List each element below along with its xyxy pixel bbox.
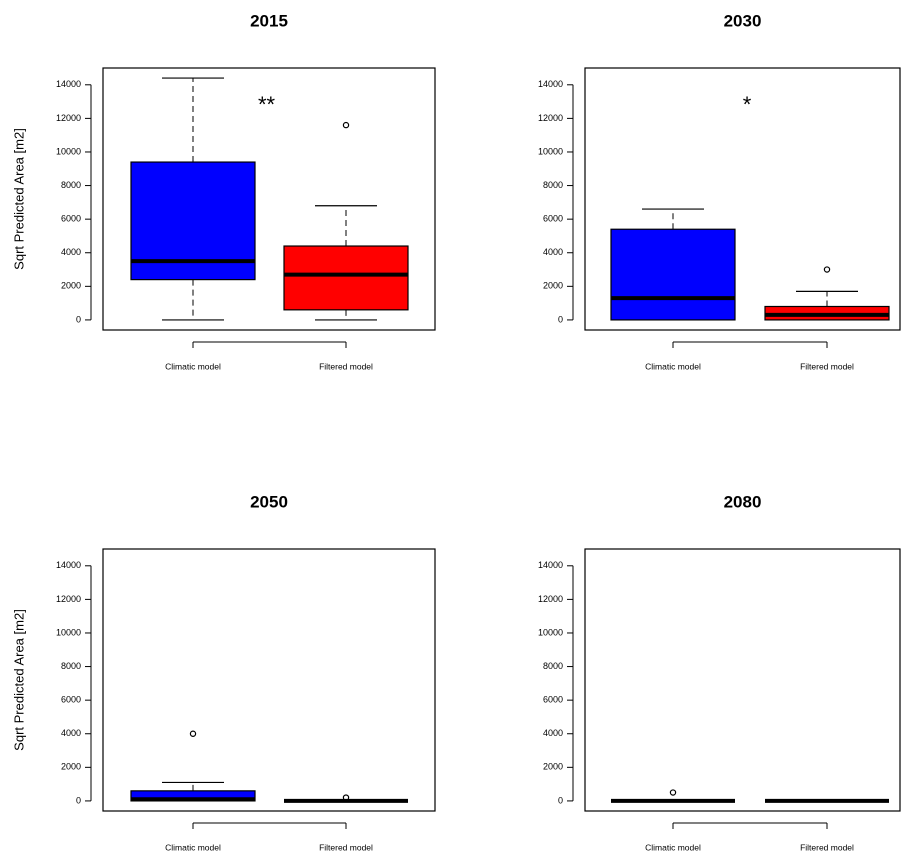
y-tick-label: 6000 [543,695,563,705]
y-axis-label: Sqrt Predicted Area [m2] [11,128,26,270]
y-tick-label: 2000 [61,281,81,291]
x-tick-label: Filtered model [319,842,373,852]
y-tick-label: 4000 [61,247,81,257]
plot-frame [102,548,436,812]
plot-frame [102,67,436,331]
significance: * [743,92,752,117]
y-tick-label: 0 [558,795,563,805]
y-tick-label: 2000 [61,762,81,772]
y-tick-label: 12000 [538,113,563,123]
y-tick-label: 10000 [56,146,81,156]
outlier [342,121,350,129]
plot-frame [584,67,901,331]
y-tick-label: 14000 [538,560,563,570]
y-tick-label: 10000 [538,627,563,637]
y-tick-label: 8000 [61,661,81,671]
y-axis-label: Sqrt Predicted Area [m2] [11,609,26,751]
panel-title: 2015 [250,11,288,30]
panel-title: 2050 [250,492,288,511]
x-tick-label: Climatic model [645,361,701,371]
y-tick-label: 10000 [538,146,563,156]
y-tick-label: 0 [76,795,81,805]
x-tick-label: Filtered model [319,361,373,371]
y-tick-label: 12000 [56,594,81,604]
y-tick-label: 14000 [538,79,563,89]
significance: ** [258,92,276,117]
y-tick-label: 8000 [543,180,563,190]
x-tick-label: Climatic model [645,842,701,852]
outlier [823,266,831,273]
y-tick-label: 8000 [61,180,81,190]
box [610,228,736,321]
y-tick-label: 4000 [543,247,563,257]
y-tick-label: 4000 [543,728,563,738]
panel-title: 2030 [724,11,762,30]
y-tick-label: 0 [76,314,81,324]
y-tick-label: 12000 [56,113,81,123]
outlier [342,794,350,801]
y-tick-label: 0 [558,314,563,324]
y-tick-label: 8000 [543,661,563,671]
y-tick-label: 6000 [543,214,563,224]
y-tick-label: 6000 [61,214,81,224]
panel-title: 2080 [724,492,762,511]
outlier [189,730,197,737]
x-tick-label: Climatic model [165,842,221,852]
y-tick-label: 6000 [61,695,81,705]
x-tick-label: Climatic model [165,361,221,371]
y-tick-label: 2000 [543,762,563,772]
y-tick-label: 2000 [543,281,563,291]
x-tick-label: Filtered model [800,842,854,852]
y-tick-label: 10000 [56,627,81,637]
y-tick-label: 14000 [56,79,81,89]
box [283,245,409,311]
outlier [669,789,677,796]
plot-frame [584,548,901,812]
y-tick-label: 12000 [538,594,563,604]
x-tick-label: Filtered model [800,361,854,371]
y-tick-label: 4000 [61,728,81,738]
y-tick-label: 14000 [56,560,81,570]
